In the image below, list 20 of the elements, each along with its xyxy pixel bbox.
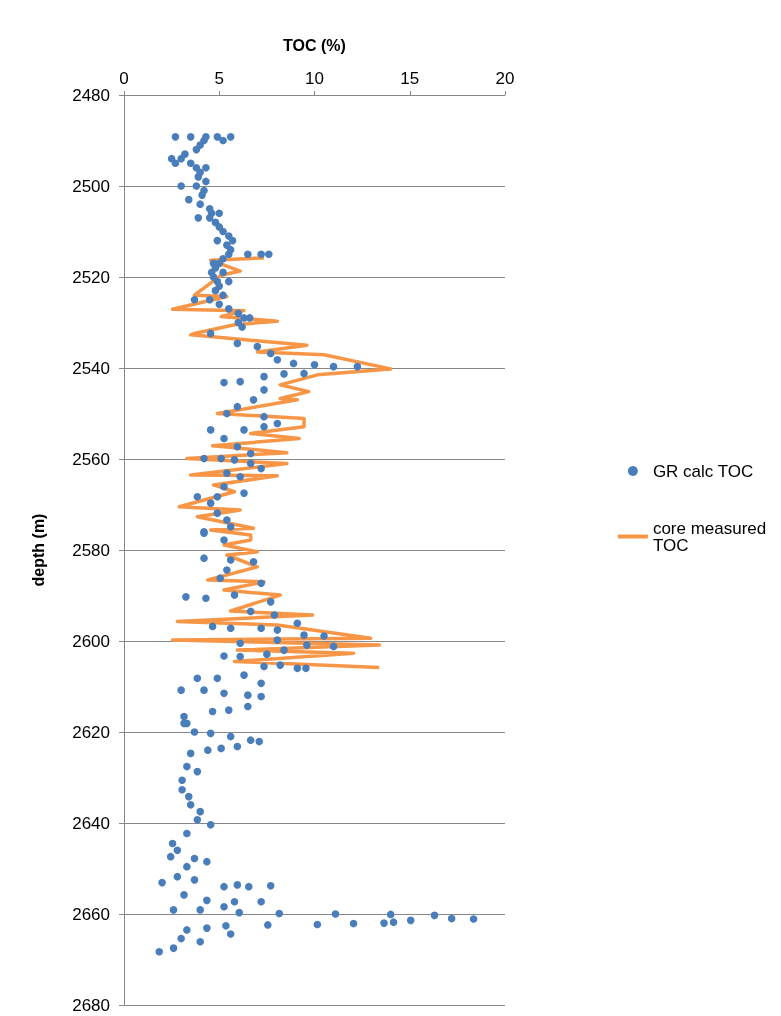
y-axis-title: depth (m): [29, 513, 47, 587]
legend-label: GR calc TOC: [652, 461, 754, 481]
y-tick-label: 2520: [72, 267, 110, 287]
x-axis-title: TOC (%): [283, 36, 346, 54]
x-tick-label: 5: [214, 69, 224, 88]
y-tick-label: 2580: [72, 540, 110, 560]
y-tick-label: 2600: [72, 631, 110, 651]
x-tick-label: 15: [400, 69, 420, 88]
x-tick-label: 20: [495, 69, 515, 88]
y-tick-label: 2480: [72, 85, 110, 105]
y-tick-label: 2620: [72, 722, 110, 742]
y-tick-label: 2640: [72, 813, 110, 833]
y-tick-label: 2560: [72, 449, 110, 469]
y-tick-label: 2500: [72, 176, 110, 196]
legend-label: core measured TOC: [652, 518, 772, 555]
x-tick-label: 10: [305, 69, 324, 88]
x-tick-label: 0: [119, 69, 129, 88]
y-tick-label: 2660: [72, 904, 110, 924]
y-tick-label: 2540: [72, 358, 110, 378]
y-tick-label: 2680: [72, 995, 110, 1015]
